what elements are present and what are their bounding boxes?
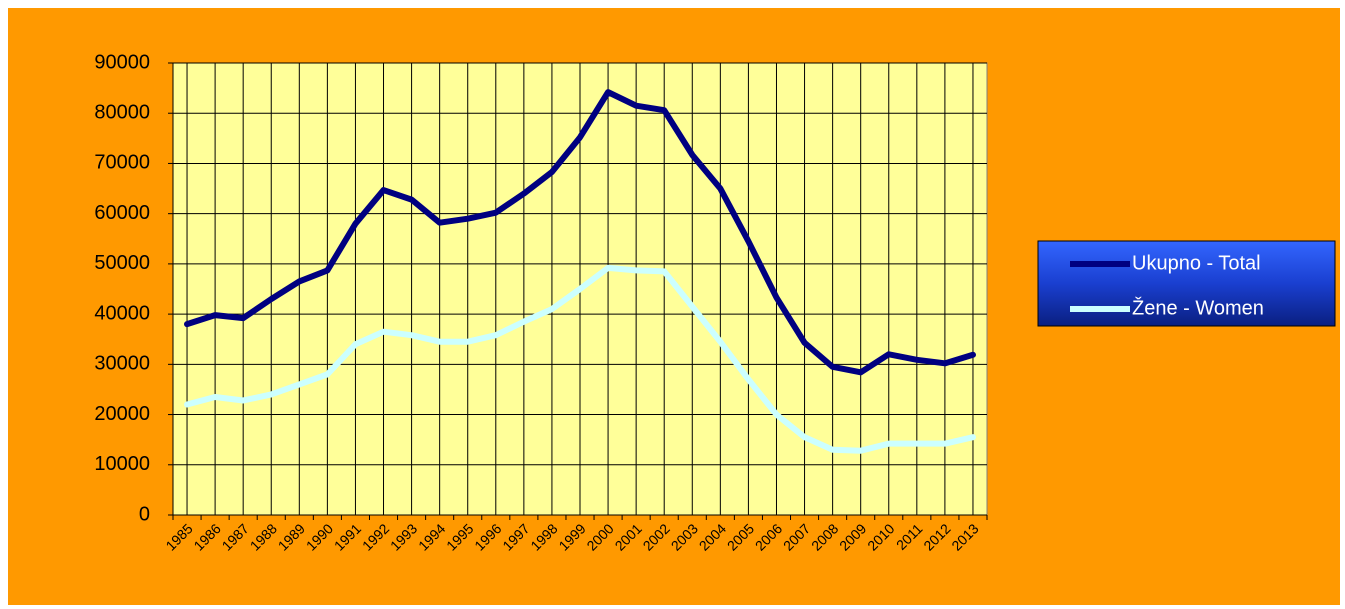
legend-label: Ukupno - Total <box>1132 252 1261 274</box>
y-tick-label: 90000 <box>94 51 150 73</box>
series-line <box>184 89 976 376</box>
y-tick-label: 0 <box>139 503 150 525</box>
y-tick-label: 70000 <box>94 152 150 174</box>
y-tick-label: 50000 <box>94 252 150 274</box>
y-tick-label: 30000 <box>94 353 150 375</box>
legend-label: Žene - Women <box>1132 296 1264 319</box>
y-tick-label: 10000 <box>94 453 150 475</box>
y-tick-label: 40000 <box>94 302 150 324</box>
y-tick-label: 20000 <box>94 403 150 425</box>
series-line <box>184 264 976 454</box>
y-tick-label: 60000 <box>94 202 150 224</box>
y-tick-label: 80000 <box>94 102 150 124</box>
